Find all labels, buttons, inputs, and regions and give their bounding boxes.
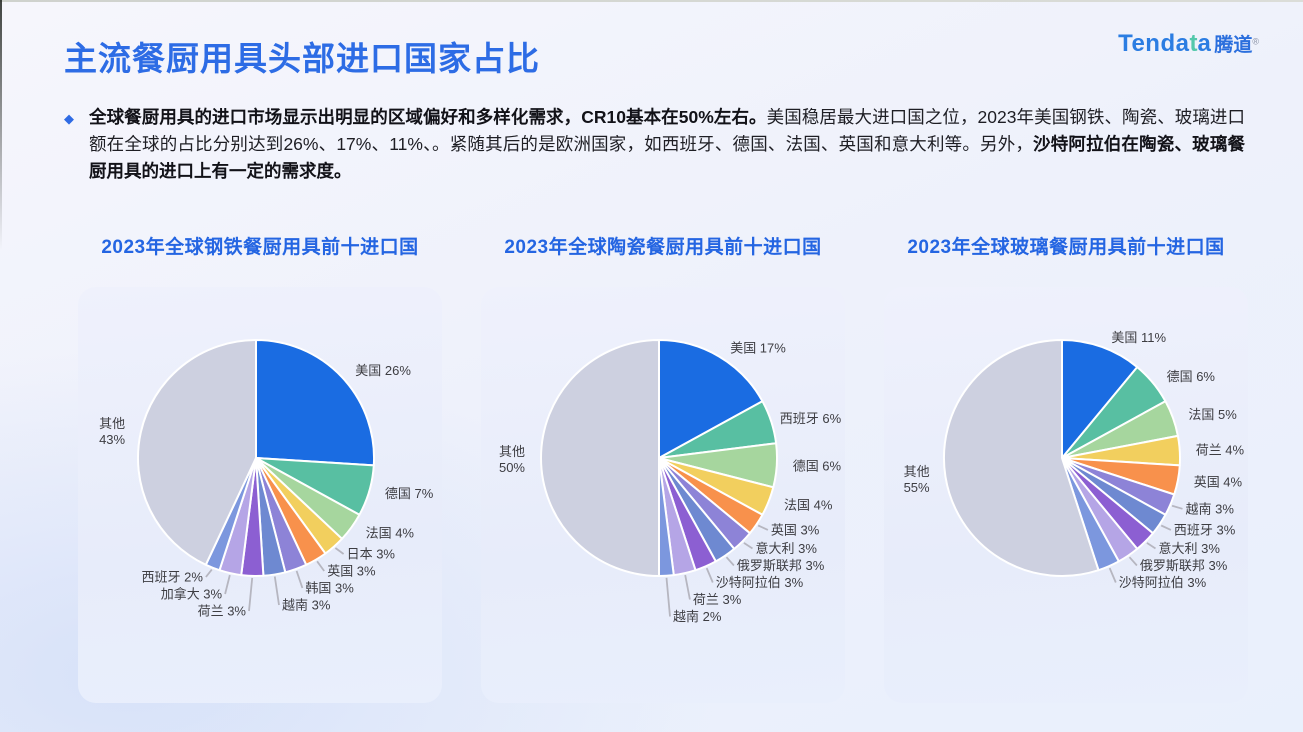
pie-label: 美国 11% <box>1111 330 1166 345</box>
pie-label: 荷兰 3% <box>198 604 247 619</box>
label-leader-line <box>757 524 769 531</box>
pie-label: 越南 3% <box>282 598 331 613</box>
brand-latin-accent: t <box>1189 30 1198 57</box>
label-leader-line <box>743 542 753 550</box>
registered-mark: ® <box>1252 36 1259 47</box>
screen-edge-left <box>0 0 2 250</box>
label-leader-line <box>705 567 714 583</box>
pie-label: 43% <box>99 432 125 447</box>
brand-logo: Tendata 腾道® <box>1118 30 1259 58</box>
pie-label: 西班牙 6% <box>780 411 842 426</box>
label-leader-line <box>684 574 691 600</box>
summary-block: ◆ 全球餐厨用具的进口市场显示出明显的区域偏好和多样化需求，CR10基本在50%… <box>64 104 1245 185</box>
pie-slice-其他 <box>540 339 660 577</box>
label-leader-line <box>1146 542 1156 550</box>
chart-block-ceramic: 2023年全球陶瓷餐厨用具前十进口国 美国 17% 西班牙 6% 德国 6% 法国 4… <box>481 235 845 703</box>
pie-label: 法国 4% <box>784 498 833 513</box>
label-leader-line <box>248 577 254 612</box>
pie-label: 英国 3% <box>327 564 376 579</box>
pie-label: 英国 4% <box>1194 475 1243 490</box>
chart-block-steel: 2023年全球钢铁餐厨用具前十进口国 美国 26% 德国 7% 法国 4% 日本 3%… <box>78 235 442 703</box>
pie-label: 日本 3% <box>347 547 396 562</box>
label-leader-line <box>295 570 304 589</box>
pie-label: 德国 7% <box>385 486 434 501</box>
pie-label: 沙特阿拉伯 3% <box>1119 575 1207 590</box>
label-leader-line <box>1128 556 1138 567</box>
chart-card-steel: 美国 26% 德国 7% 法国 4% 日本 3% 英国 3% 韩国 3% 越南 3% 荷兰 3… <box>78 287 442 703</box>
pie-label: 法国 4% <box>366 526 415 541</box>
pie-slice-其他 <box>942 339 1100 577</box>
pie-label: 英国 3% <box>771 522 820 537</box>
pie-label: 美国 26% <box>355 363 411 378</box>
pie-label: 韩国 3% <box>305 581 354 596</box>
pie-label: 俄罗斯联邦 3% <box>1140 558 1228 573</box>
chart-card-ceramic: 美国 17% 西班牙 6% 德国 6% 法国 4% 英国 3% 意大利 3% 俄罗斯联邦 3… <box>481 287 845 703</box>
brand-latin-1: Tenda <box>1118 30 1190 57</box>
label-leader-line <box>316 560 325 572</box>
page-title: 主流餐厨用具头部进口国家占比 <box>64 40 540 77</box>
label-leader-line <box>665 577 671 617</box>
pie-label: 意大利 3% <box>756 541 818 556</box>
label-leader-line <box>1160 524 1172 531</box>
label-leader-line <box>224 574 231 595</box>
pie-label: 德国 6% <box>1167 369 1216 384</box>
chart-block-glass: 2023年全球玻璃餐厨用具前十进口国 美国 11% 德国 6% 法国 5% 荷兰 4%… <box>884 235 1248 703</box>
pie-label: 其他 <box>99 416 125 431</box>
chart-title-glass: 2023年全球玻璃餐厨用具前十进口国 <box>907 237 1225 258</box>
pie-chart-steel: 美国 26% 德国 7% 法国 4% 日本 3% 英国 3% 韩国 3% 越南 3% 荷兰 3… <box>99 339 434 619</box>
label-leader-line <box>273 576 280 606</box>
label-leader-line <box>1108 567 1117 583</box>
pie-slice-其他 <box>136 339 257 566</box>
pie-chart-ceramic: 美国 17% 西班牙 6% 德国 6% 法国 4% 英国 3% 意大利 3% 俄罗斯联邦 3… <box>499 339 842 624</box>
label-leader-line <box>1171 504 1183 510</box>
pie-label: 西班牙 2% <box>141 570 203 585</box>
pie-chart-glass: 美国 11% 德国 6% 法国 5% 荷兰 4% 英国 4% 越南 3% 西班牙 3% 意大利… <box>904 330 1245 590</box>
brand-chinese: 腾道 <box>1214 35 1253 56</box>
pie-label: 越南 3% <box>1186 501 1235 516</box>
pie-slice-美国 <box>658 339 764 459</box>
chart-title-steel: 2023年全球钢铁餐厨用具前十进口国 <box>101 237 419 258</box>
header: 主流餐厨用具头部进口国家占比 Tendata 腾道® <box>0 0 1303 78</box>
pie-label: 德国 6% <box>793 459 842 474</box>
pie-label: 加拿大 3% <box>161 587 223 602</box>
chart-card-glass: 美国 11% 德国 6% 法国 5% 荷兰 4% 英国 4% 越南 3% 西班牙 3% 意大利… <box>884 287 1248 703</box>
charts-row: 2023年全球钢铁餐厨用具前十进口国 美国 26% 德国 7% 法国 4% 日本 3%… <box>0 235 1303 703</box>
label-leader-line <box>334 547 345 555</box>
pie-label: 沙特阿拉伯 3% <box>716 575 804 590</box>
pie-slice-美国 <box>1061 339 1139 459</box>
pie-label: 荷兰 4% <box>1196 443 1245 458</box>
pie-label: 美国 17% <box>730 340 786 355</box>
pie-label: 俄罗斯联邦 3% <box>737 558 825 573</box>
bullet-diamond-icon: ◆ <box>64 111 74 126</box>
label-leader-line <box>205 569 213 578</box>
pie-label: 荷兰 3% <box>693 592 742 607</box>
brand-latin-2: a <box>1197 30 1212 57</box>
pie-label: 其他 <box>499 444 525 459</box>
pie-label: 越南 2% <box>673 609 722 624</box>
pie-label: 其他 <box>904 464 930 479</box>
pie-label: 50% <box>499 460 525 475</box>
pie-label: 意大利 3% <box>1159 541 1221 556</box>
label-leader-line <box>725 556 735 567</box>
pie-label: 西班牙 3% <box>1174 522 1236 537</box>
pie-slice-美国 <box>255 339 376 467</box>
summary-text: 全球餐厨用具的进口市场显示出明显的区域偏好和多样化需求，CR10基本在50%左右… <box>89 107 1246 181</box>
chart-title-ceramic: 2023年全球陶瓷餐厨用具前十进口国 <box>504 237 822 258</box>
pie-label: 55% <box>904 480 930 495</box>
pie-label: 法国 5% <box>1188 407 1237 422</box>
screen-edge-top <box>0 0 1303 2</box>
